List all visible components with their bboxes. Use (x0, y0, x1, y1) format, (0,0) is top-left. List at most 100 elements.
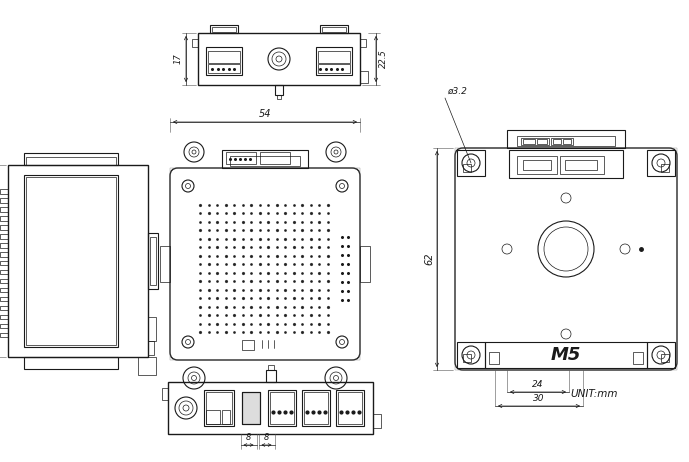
Bar (226, 152, 256, 164)
Bar (222, 410, 230, 424)
Bar (360, 71, 368, 83)
Bar (647, 150, 675, 176)
Bar (463, 354, 471, 362)
Bar (523, 139, 535, 144)
Bar (162, 388, 168, 400)
Text: 30: 30 (533, 394, 545, 403)
Bar (316, 47, 352, 75)
Bar (208, 51, 240, 63)
Bar (537, 139, 547, 144)
Bar (8, 165, 148, 357)
Bar (260, 152, 290, 164)
Bar (138, 357, 156, 375)
Bar (661, 164, 669, 172)
Bar (277, 95, 281, 99)
Text: UNIT:mm: UNIT:mm (570, 389, 617, 399)
Bar (338, 392, 362, 424)
Bar (551, 138, 573, 145)
Bar (0, 306, 8, 310)
Bar (485, 342, 647, 368)
Bar (463, 164, 471, 172)
Bar (0, 216, 8, 221)
Text: 8: 8 (264, 433, 269, 442)
Bar (0, 189, 8, 194)
Bar (206, 410, 220, 424)
Bar (0, 333, 8, 337)
Bar (302, 390, 330, 426)
Bar (647, 342, 675, 368)
Bar (206, 392, 232, 424)
Bar (360, 39, 366, 47)
Bar (0, 270, 8, 274)
Bar (24, 153, 118, 165)
Bar (373, 414, 381, 428)
Bar (198, 33, 360, 85)
Bar (457, 150, 485, 176)
Bar (204, 390, 234, 426)
Bar (457, 342, 485, 368)
Bar (304, 392, 328, 424)
Bar (267, 365, 274, 370)
Bar (0, 198, 8, 203)
Text: 24: 24 (532, 380, 544, 389)
Bar (0, 315, 8, 319)
Text: 8: 8 (246, 433, 251, 442)
Bar (270, 392, 294, 424)
Bar (521, 138, 549, 145)
Bar (148, 233, 158, 289)
Bar (509, 150, 623, 178)
Bar (275, 85, 283, 95)
Bar (0, 288, 8, 292)
Text: M5: M5 (551, 346, 582, 364)
Bar (265, 370, 276, 382)
Bar (24, 357, 118, 369)
Bar (360, 246, 370, 282)
Bar (633, 352, 643, 364)
Bar (148, 317, 156, 341)
Bar (148, 341, 154, 355)
Bar (0, 234, 8, 239)
Bar (230, 156, 300, 166)
Bar (212, 27, 236, 32)
Text: 22.5: 22.5 (379, 49, 388, 68)
Bar (206, 47, 242, 75)
Bar (210, 25, 238, 33)
Bar (0, 252, 8, 256)
Bar (24, 175, 118, 347)
Bar (517, 156, 557, 174)
Bar (0, 297, 8, 301)
Bar (268, 390, 296, 426)
Bar (242, 340, 254, 350)
Bar (26, 177, 116, 345)
Bar (0, 207, 8, 212)
Bar (523, 160, 551, 170)
Bar (0, 261, 8, 266)
Bar (160, 246, 170, 282)
Bar (168, 382, 373, 434)
Bar (26, 157, 116, 165)
Bar (320, 25, 348, 33)
Bar (489, 352, 499, 364)
Bar (661, 354, 669, 362)
Bar (322, 27, 346, 32)
Bar (507, 130, 625, 148)
Text: 17: 17 (174, 54, 183, 64)
Bar (553, 139, 561, 144)
Bar (560, 156, 604, 174)
Bar (563, 139, 571, 144)
Bar (0, 225, 8, 230)
Bar (222, 150, 308, 168)
Bar (336, 390, 364, 426)
Text: ø3.2: ø3.2 (447, 87, 467, 96)
Bar (0, 243, 8, 248)
Bar (318, 51, 350, 63)
Bar (318, 64, 350, 73)
Bar (455, 148, 677, 370)
Bar (0, 279, 8, 283)
Bar (0, 323, 8, 328)
Bar (208, 64, 240, 73)
Text: 62: 62 (424, 253, 434, 265)
Bar (150, 237, 156, 285)
Bar (565, 160, 597, 170)
Bar (517, 136, 615, 146)
